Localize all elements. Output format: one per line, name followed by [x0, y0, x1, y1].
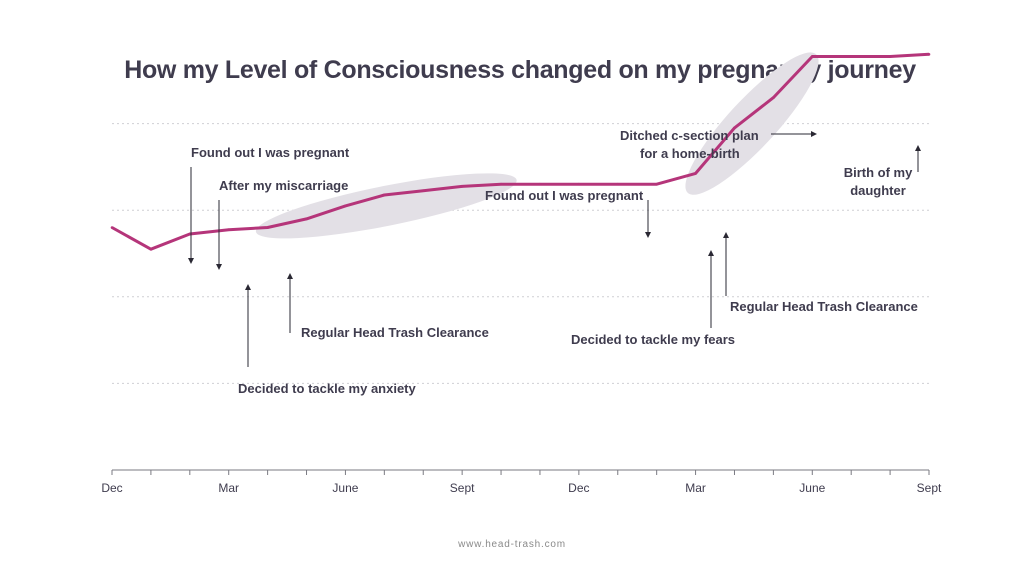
annotation-label: Regular Head Trash Clearance: [301, 325, 489, 340]
data-point: [616, 182, 620, 186]
data-point: [460, 185, 464, 188]
data-point: [188, 232, 192, 236]
annotation-line: Birth of my: [844, 165, 913, 180]
annotation-label: Found out I was pregnant: [191, 145, 350, 160]
highlight-ellipse-2: [685, 52, 819, 195]
annotation: After my miscarriage: [216, 178, 348, 270]
data-point: [110, 226, 114, 229]
data-point: [499, 182, 503, 186]
x-tick-label: Sept: [450, 481, 475, 495]
annotation: Regular Head Trash Clearance: [723, 232, 918, 314]
data-point: [849, 55, 853, 58]
data-point: [227, 228, 231, 231]
annotation-label: Ditched c-section plan for a home-birth: [620, 128, 759, 161]
data-point: [733, 126, 736, 130]
data-point: [538, 182, 542, 186]
data-point: [421, 189, 425, 193]
x-tick-label: Dec: [101, 481, 122, 495]
data-point: [266, 226, 269, 229]
annotation-label: Decided to tackle my anxiety: [238, 381, 417, 396]
annotation-label: Birth of my daughter: [844, 165, 913, 198]
data-point: [888, 55, 892, 58]
data-point: [927, 53, 931, 56]
data-point: [772, 96, 775, 99]
x-tick-label: Dec: [568, 481, 589, 495]
annotation-label: After my miscarriage: [219, 178, 348, 193]
annotation-line: daughter: [850, 183, 906, 198]
annotation: Ditched c-section plan for a home-birth: [620, 128, 817, 161]
data-point: [577, 182, 581, 186]
annotation-line: Ditched c-section plan: [620, 128, 759, 143]
data-point: [383, 193, 386, 197]
data-point: [655, 182, 658, 186]
annotation-label: Decided to tackle my fears: [571, 332, 735, 347]
data-point: [810, 55, 814, 58]
annotation-line: for a home-birth: [640, 146, 740, 161]
annotation-label: Regular Head Trash Clearance: [730, 299, 918, 314]
x-tick-label: June: [799, 481, 825, 495]
annotation: Decided to tackle my anxiety: [238, 284, 417, 396]
x-tick-label: Sept: [917, 481, 942, 495]
data-point: [305, 217, 308, 221]
footer-url: www.head-trash.com: [458, 539, 566, 550]
data-point: [694, 172, 697, 175]
data-point: [149, 247, 153, 251]
highlight-ellipse-1: [255, 173, 517, 239]
x-tick-label: Mar: [685, 481, 706, 495]
x-tick-label: Mar: [218, 481, 239, 495]
data-point: [344, 204, 347, 208]
annotation-label: Found out I was pregnant: [485, 188, 644, 203]
x-tick-label: June: [332, 481, 358, 495]
annotation: Birth of my daughter: [844, 145, 921, 198]
annotation: Regular Head Trash Clearance: [287, 273, 489, 340]
series-line: [111, 52, 930, 251]
annotation: Found out I was pregnant: [188, 145, 350, 264]
annotation: Decided to tackle my fears: [571, 250, 735, 347]
annotation: Found out I was pregnant: [485, 188, 651, 238]
